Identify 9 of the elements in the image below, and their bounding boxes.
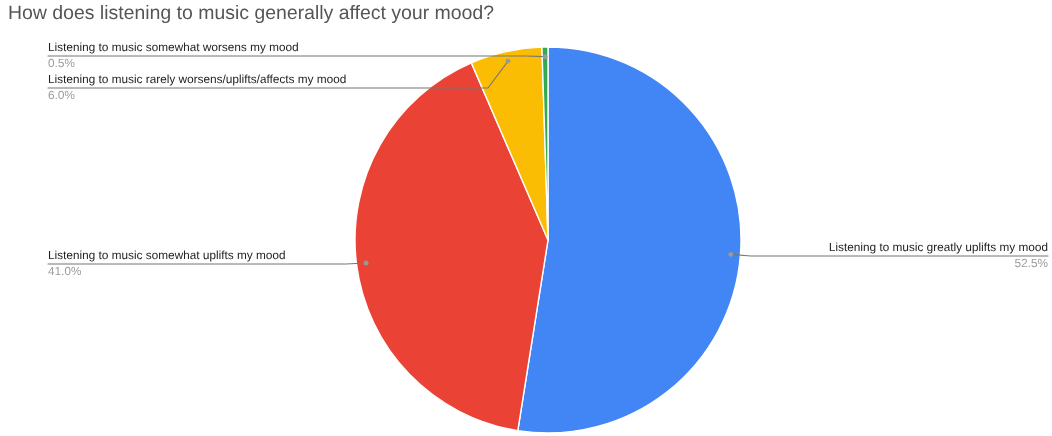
slice-label: Listening to music rarely worsens/uplifts/affects my mood (48, 74, 346, 86)
chart-title: How does listening to music generally affect your mood? (9, 4, 494, 24)
slice-label: Listening to music greatly uplifts my mood (829, 242, 1048, 254)
slice-label: Listening to music somewhat uplifts my mood (48, 250, 285, 262)
data-label: 41.0% (48, 266, 82, 276)
data-label: 6.0% (48, 90, 75, 100)
data-label: 0.5% (48, 58, 75, 68)
data-label: 52.5% (1015, 258, 1048, 268)
slice-label: Listening to music somewhat worsens my mood (48, 42, 298, 54)
